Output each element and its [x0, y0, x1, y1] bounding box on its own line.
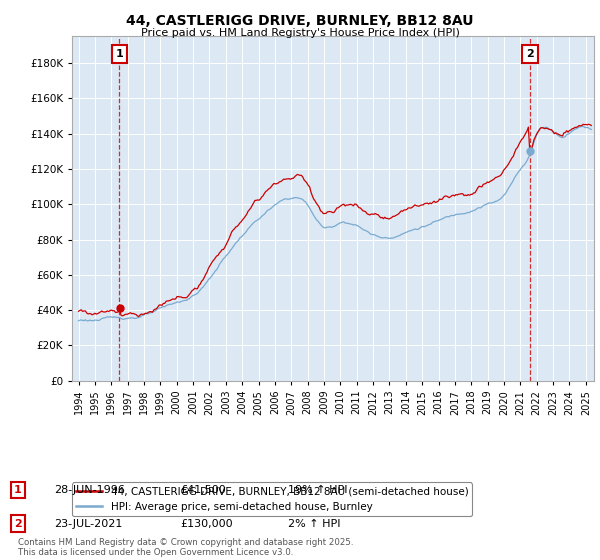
Text: 1: 1: [14, 485, 22, 495]
Text: 2% ↑ HPI: 2% ↑ HPI: [288, 519, 341, 529]
Legend: 44, CASTLERIGG DRIVE, BURNLEY, BB12 8AU (semi-detached house), HPI: Average pric: 44, CASTLERIGG DRIVE, BURNLEY, BB12 8AU …: [72, 483, 472, 516]
Text: £130,000: £130,000: [180, 519, 233, 529]
Text: Contains HM Land Registry data © Crown copyright and database right 2025.
This d: Contains HM Land Registry data © Crown c…: [18, 538, 353, 557]
Text: 23-JUL-2021: 23-JUL-2021: [54, 519, 122, 529]
Text: 19% ↑ HPI: 19% ↑ HPI: [288, 485, 347, 495]
Text: 2: 2: [14, 519, 22, 529]
Text: 2: 2: [526, 49, 534, 59]
Text: 44, CASTLERIGG DRIVE, BURNLEY, BB12 8AU: 44, CASTLERIGG DRIVE, BURNLEY, BB12 8AU: [126, 14, 474, 28]
Text: 28-JUN-1996: 28-JUN-1996: [54, 485, 125, 495]
Text: Price paid vs. HM Land Registry's House Price Index (HPI): Price paid vs. HM Land Registry's House …: [140, 28, 460, 38]
Text: £41,500: £41,500: [180, 485, 226, 495]
Text: 1: 1: [116, 49, 124, 59]
